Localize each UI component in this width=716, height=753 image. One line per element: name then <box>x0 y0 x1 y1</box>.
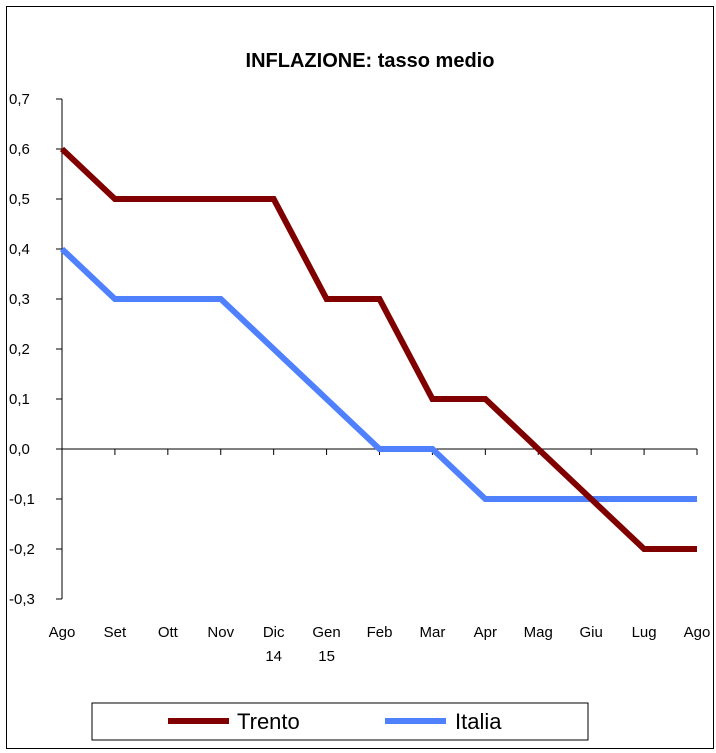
series-line-italia <box>59 246 697 502</box>
series-layer <box>59 146 697 552</box>
x-tick-label: Ago <box>684 624 711 641</box>
y-tick-label: 0,5 <box>9 191 30 208</box>
x-tick-sublabel: 15 <box>318 648 335 665</box>
legend: Trento Italia <box>91 702 589 741</box>
axes: 0,7 0,6 0,5 0,4 0,3 0,2 0,1 0,0 -0,1 -0,2 -0,3 Ago S… <box>9 91 710 665</box>
legend-box <box>91 702 589 741</box>
x-tick-label: Set <box>104 624 127 641</box>
x-tick-sublabel: 14 <box>265 648 282 665</box>
x-tick-label: Nov <box>207 624 234 641</box>
y-tick-label: 0,3 <box>9 291 30 308</box>
x-tick-label: Lug <box>632 624 657 641</box>
y-tick-label: 0,7 <box>9 91 30 108</box>
y-tick-label: 0,6 <box>9 141 30 158</box>
x-tick-label: Ott <box>158 624 179 641</box>
x-tick-label: Mag <box>524 624 553 641</box>
legend-label-italia: Italia <box>455 709 502 734</box>
y-tick-label: -0,3 <box>9 591 35 608</box>
x-tick-label: Ago <box>49 624 76 641</box>
x-tick-label: Gen <box>312 624 340 641</box>
chart-title: INFLAZIONE: tasso medio <box>246 50 495 72</box>
y-tick-label: -0,2 <box>9 541 35 558</box>
x-tick-label: Mar <box>419 624 445 641</box>
series-line-trento <box>59 146 697 552</box>
x-tick-label: Dic <box>263 624 285 641</box>
y-tick-label: 0,1 <box>9 391 30 408</box>
y-tick-label: 0,4 <box>9 241 30 258</box>
x-tick-label: Apr <box>474 624 497 641</box>
x-tick-label: Giu <box>579 624 602 641</box>
y-tick-label: 0,2 <box>9 341 30 358</box>
x-tick-label: Feb <box>367 624 393 641</box>
y-tick-label: -0,1 <box>9 491 35 508</box>
y-tick-label: 0,0 <box>9 441 30 458</box>
chart-frame <box>6 6 714 749</box>
legend-label-trento: Trento <box>237 709 300 734</box>
